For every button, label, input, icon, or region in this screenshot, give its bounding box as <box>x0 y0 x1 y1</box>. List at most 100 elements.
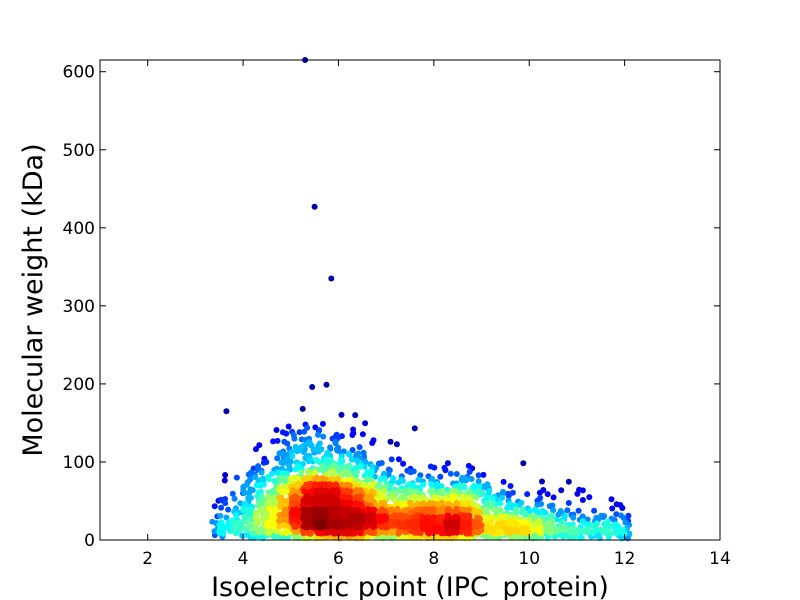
data-point <box>285 423 292 430</box>
data-point <box>500 519 507 526</box>
data-point <box>579 497 586 503</box>
data-point <box>342 508 349 514</box>
data-point <box>609 530 616 537</box>
data-point <box>281 510 288 517</box>
data-point <box>446 520 453 527</box>
data-point <box>620 514 627 521</box>
data-point <box>471 482 478 489</box>
data-point <box>497 513 504 520</box>
data-point <box>449 487 456 494</box>
data-point <box>433 527 440 534</box>
data-point <box>586 494 593 501</box>
data-point <box>211 503 218 510</box>
data-point <box>258 469 265 476</box>
data-point <box>233 512 240 519</box>
data-point <box>312 506 319 513</box>
x-tick-label: 8 <box>428 549 439 569</box>
data-point <box>608 496 615 503</box>
data-point <box>318 487 325 494</box>
data-point <box>247 476 254 483</box>
data-point <box>328 496 335 503</box>
data-point <box>381 523 388 530</box>
data-point <box>497 500 504 507</box>
data-point <box>361 459 368 466</box>
data-point <box>283 475 290 482</box>
data-point <box>436 488 443 495</box>
data-point <box>301 488 308 495</box>
data-point <box>428 481 435 488</box>
data-point <box>353 451 360 458</box>
data-point <box>414 494 421 501</box>
data-point <box>222 472 229 478</box>
data-point <box>412 521 419 528</box>
data-point <box>273 427 280 433</box>
data-point <box>402 524 409 531</box>
data-point <box>518 509 525 516</box>
data-point <box>340 499 347 506</box>
data-point <box>395 456 402 463</box>
data-point <box>356 463 363 470</box>
data-point <box>357 530 364 537</box>
data-point <box>243 481 250 488</box>
data-point <box>466 468 473 475</box>
data-point <box>500 478 507 485</box>
data-point <box>359 431 366 438</box>
data-point <box>269 489 276 496</box>
data-point <box>264 521 270 528</box>
data-point <box>411 425 418 432</box>
data-point <box>306 476 313 483</box>
data-point <box>349 456 355 463</box>
data-point <box>444 460 451 467</box>
data-point <box>508 502 515 509</box>
data-point <box>600 514 607 521</box>
data-point <box>324 449 331 456</box>
data-point <box>420 481 427 488</box>
data-point <box>326 521 333 528</box>
data-point <box>278 529 285 536</box>
data-point <box>486 520 493 526</box>
data-point <box>550 494 557 501</box>
data-point <box>475 487 482 494</box>
data-point <box>303 517 309 524</box>
data-point <box>460 476 467 483</box>
data-point <box>509 518 516 525</box>
data-point <box>349 432 356 438</box>
data-point <box>513 522 520 529</box>
data-point <box>319 506 326 513</box>
data-point <box>505 492 512 499</box>
data-point <box>367 493 374 500</box>
data-point <box>333 506 340 512</box>
data-point <box>591 507 598 514</box>
data-point <box>407 499 414 506</box>
data-point <box>559 519 566 526</box>
data-point <box>335 476 342 482</box>
data-point <box>375 514 382 521</box>
data-point <box>472 528 479 535</box>
data-point <box>484 513 491 520</box>
data-point <box>518 526 525 533</box>
data-point <box>231 495 238 502</box>
data-point <box>378 460 385 466</box>
data-point <box>330 488 337 495</box>
data-point <box>529 534 536 541</box>
data-point <box>273 528 280 535</box>
data-point <box>393 441 400 448</box>
y-tick-label: 0 <box>84 531 95 551</box>
data-point <box>304 424 311 431</box>
data-point <box>453 529 460 536</box>
data-point <box>609 505 616 512</box>
data-point <box>283 488 290 495</box>
data-point <box>550 507 557 514</box>
data-point <box>360 481 367 488</box>
data-point <box>549 502 556 509</box>
data-point <box>236 519 242 526</box>
axis-ticks: 2 4 6 8 10 12 14 0 100 200 300 400 500 600 <box>63 60 731 569</box>
data-point <box>283 430 290 437</box>
data-point <box>253 446 259 453</box>
x-tick-label: 14 <box>709 549 731 569</box>
data-point <box>304 468 311 475</box>
data-point <box>390 489 397 496</box>
data-point <box>421 519 428 526</box>
data-point <box>520 460 527 467</box>
data-point <box>315 431 321 438</box>
